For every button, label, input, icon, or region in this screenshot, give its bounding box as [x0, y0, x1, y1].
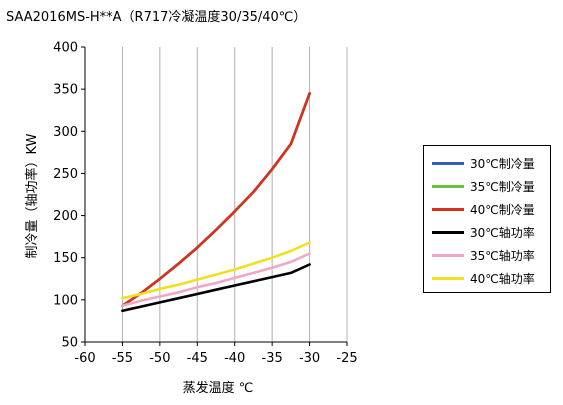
legend-swatch	[432, 207, 464, 211]
legend-swatch	[432, 253, 464, 257]
legend-item: 35℃轴功率	[432, 246, 535, 264]
legend-item: 40℃制冷量	[432, 200, 535, 218]
legend: 30℃制冷量 35℃制冷量 40℃制冷量 30℃轴功率 35℃轴功率 40℃轴功率	[423, 145, 551, 293]
legend-swatch	[432, 276, 464, 280]
y-tick-label: 200	[53, 209, 78, 224]
legend-item: 30℃制冷量	[432, 154, 535, 172]
axis-layer: 50 100 150 200 250 300 350 400 -60 -55 -50 -45 -40 -3…	[53, 41, 357, 367]
legend-label: 40℃轴功率	[470, 271, 535, 286]
y-tick-label: 50	[61, 336, 78, 351]
chart-title: SAA2016MS-H**A（R717冷凝温度30/35/40℃）	[6, 10, 307, 25]
legend-item: 30℃轴功率	[432, 223, 535, 241]
y-tick-label: 150	[53, 251, 78, 266]
x-tick-label: -25	[336, 351, 357, 366]
series-line	[121, 252, 311, 308]
legend-label: 30℃轴功率	[470, 225, 535, 240]
x-tick-label: -30	[299, 351, 320, 366]
legend-label: 35℃制冷量	[470, 179, 535, 194]
series-line	[121, 92, 311, 308]
legend-label: 30℃制冷量	[470, 156, 535, 171]
series-layer	[121, 92, 311, 313]
legend-label: 35℃轴功率	[470, 248, 535, 263]
legend-label: 40℃制冷量	[470, 202, 535, 217]
series-line	[121, 263, 311, 313]
legend-item: 35℃制冷量	[432, 177, 535, 195]
series-line	[121, 241, 311, 300]
x-tick-label: -50	[149, 351, 170, 366]
x-axis-label: 蒸发温度 ℃	[183, 380, 254, 396]
legend-swatch	[432, 230, 464, 234]
legend-item: 40℃轴功率	[432, 269, 535, 287]
y-tick-label: 350	[53, 83, 78, 98]
x-tick-label: -55	[112, 351, 133, 366]
legend-swatch	[432, 184, 464, 188]
x-tick-label: -45	[187, 351, 208, 366]
y-tick-label: 250	[53, 167, 78, 182]
y-tick-label: 300	[53, 125, 78, 140]
x-tick-label: -60	[74, 351, 95, 366]
y-tick-label: 400	[53, 41, 78, 56]
y-axis-label: 制冷量（轴功率）KW	[24, 133, 40, 258]
legend-swatch	[432, 161, 464, 165]
x-tick-label: -35	[262, 351, 283, 366]
x-tick-label: -40	[224, 351, 245, 366]
y-tick-label: 100	[53, 293, 78, 308]
